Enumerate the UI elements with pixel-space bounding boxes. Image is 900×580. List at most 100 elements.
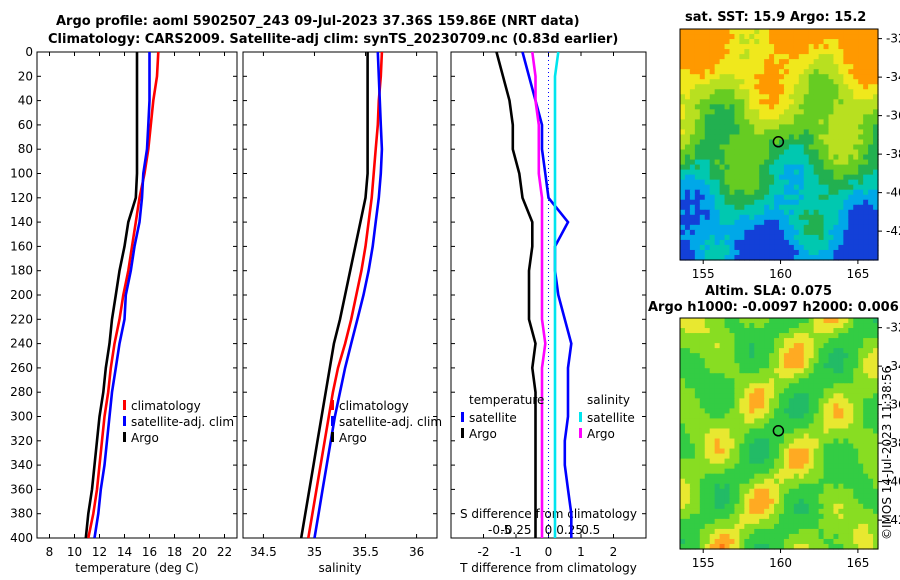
title-line2: Climatology: CARS2009. Satellite-adj cli… <box>48 32 619 47</box>
temperature-xtick-label: 10 <box>67 545 82 559</box>
temperature-xtick-label: 8 <box>46 545 54 559</box>
salinity-xtick-label: 35.5 <box>352 545 379 559</box>
salinity-axes-frame <box>242 51 438 539</box>
difference-xlabel-top: S difference from climatology <box>460 507 637 521</box>
salinity-xtick-label: 36 <box>409 545 424 559</box>
depth-tick-label: 260 <box>10 361 33 375</box>
temperature-xtick-label: 22 <box>217 545 232 559</box>
depth-tick-label: 360 <box>10 482 33 496</box>
depth-tick-label: 20 <box>18 69 33 83</box>
sst_map-ytick-label: -36 <box>886 109 900 123</box>
legend-label: Argo <box>587 427 615 441</box>
temperature-xtick-label: 12 <box>92 545 107 559</box>
depth-tick-label: 100 <box>10 167 33 181</box>
depth-tick-label: 320 <box>10 434 33 448</box>
sst_map-ytick-label: -40 <box>886 186 900 200</box>
temperature-xtick-label: 16 <box>142 545 157 559</box>
depth-tick-label: 380 <box>10 507 33 521</box>
legend-swatch <box>331 416 334 426</box>
temperature-xtick-label: 14 <box>117 545 132 559</box>
temperature-series-climatology <box>87 51 160 539</box>
temperature-series-argo <box>84 52 139 539</box>
title-line1: Argo profile: aoml 5902507_243 09-Jul-20… <box>56 14 580 29</box>
salinity-series-argo <box>299 52 369 539</box>
legend-label: satellite <box>469 411 517 425</box>
salinity-series-climatology <box>307 51 384 539</box>
sla_map-ytick-label: -42 <box>886 513 900 527</box>
difference-sticks-label: 0.5 <box>581 523 600 537</box>
difference-xtick-label: -1 <box>510 545 522 559</box>
difference-sticks-label: -0.25 <box>500 523 531 537</box>
legend-swatch <box>461 428 464 438</box>
depth-tick-label: 120 <box>10 191 33 205</box>
difference-series-t-satellite <box>521 51 573 538</box>
legend-swatch <box>331 432 334 442</box>
legend-label: Argo <box>339 431 367 445</box>
salinity-xtick-label: 34.5 <box>250 545 277 559</box>
legend-swatch <box>331 400 334 410</box>
depth-tick-label: 140 <box>10 215 33 229</box>
imos-stamp: ©IMOS 14-Jul-2023 11:38:56 <box>880 365 894 540</box>
sla_map-frame <box>679 317 879 550</box>
difference-xlabel: T difference from climatology <box>459 561 637 575</box>
salinity-xlabel: salinity <box>318 561 361 575</box>
sst-map-title: sat. SST: 15.9 Argo: 15.2 <box>685 10 867 25</box>
difference-sticks-label: 0 <box>545 523 553 537</box>
sla_map-ytick-label: -36 <box>886 398 900 412</box>
legend-label: Argo <box>469 427 497 441</box>
difference-xtick-label: 1 <box>577 545 585 559</box>
depth-tick-label: 300 <box>10 410 33 424</box>
depth-tick-label: 0 <box>25 45 33 59</box>
depth-tick-label: 200 <box>10 288 33 302</box>
sla-map-title: Altim. SLA: 0.075 <box>705 284 832 299</box>
difference-xtick-label: -2 <box>478 545 490 559</box>
depth-tick-label: 40 <box>18 94 33 108</box>
depth-tick-label: 340 <box>10 458 33 472</box>
depth-tick-label: 400 <box>10 531 33 545</box>
temperature-xtick-label: 18 <box>167 545 182 559</box>
legend-swatch <box>579 412 582 422</box>
sst_map-xtick-label: 165 <box>846 267 869 281</box>
depth-tick-label: 240 <box>10 337 33 351</box>
depth-tick-label: 60 <box>18 118 33 132</box>
sla-h-title: Argo h1000: -0.0097 h2000: 0.006 <box>648 300 899 315</box>
difference-xtick-label: 2 <box>610 545 618 559</box>
sla_map-xtick-label: 155 <box>692 556 715 570</box>
legend-swatch <box>579 428 582 438</box>
depth-tick-label: 280 <box>10 385 33 399</box>
sst_map-ytick-label: -32 <box>886 32 900 46</box>
depth-tick-label: 80 <box>18 142 33 156</box>
sla_map-ytick-label: -32 <box>886 321 900 335</box>
legend-swatch <box>123 432 126 442</box>
legend-label: satellite-adj. clim <box>131 415 234 429</box>
temperature-xlabel: temperature (deg C) <box>75 561 198 575</box>
sst_map-xtick-label: 155 <box>692 267 715 281</box>
sst_map-heatmap <box>680 29 879 261</box>
difference-xtick-label: 0 <box>545 545 553 559</box>
difference-sticks-label: 0.25 <box>556 523 583 537</box>
difference-series-s-argo <box>531 51 547 538</box>
legend-title-temperature: temperature <box>469 393 544 407</box>
legend-label: climatology <box>131 399 201 413</box>
sla_map-ytick-label: -40 <box>886 475 900 489</box>
sst_map-xtick-label: 160 <box>769 267 792 281</box>
sst_map-ytick-label: -34 <box>886 70 900 84</box>
legend-swatch <box>461 412 464 422</box>
depth-tick-label: 180 <box>10 264 33 278</box>
difference-sticks-label: -0.5 <box>488 523 511 537</box>
temperature-xtick-label: 20 <box>192 545 207 559</box>
salinity-xtick-label: 35 <box>307 545 322 559</box>
legend-label: satellite <box>587 411 635 425</box>
legend-label: satellite-adj. clim <box>339 415 442 429</box>
depth-tick-label: 220 <box>10 312 33 326</box>
sst_map-argo-marker <box>772 136 785 148</box>
depth-tick-label: 160 <box>10 239 33 253</box>
legend-title-salinity: salinity <box>587 393 630 407</box>
difference-series-s-satellite <box>553 51 560 538</box>
sst_map-ytick-label: -42 <box>886 224 900 238</box>
legend-label: climatology <box>339 399 409 413</box>
temperature-series-satellite-adj-clim <box>93 52 151 539</box>
sst_map-ytick-label: -38 <box>886 147 900 161</box>
sla_map-xtick-label: 165 <box>846 556 869 570</box>
